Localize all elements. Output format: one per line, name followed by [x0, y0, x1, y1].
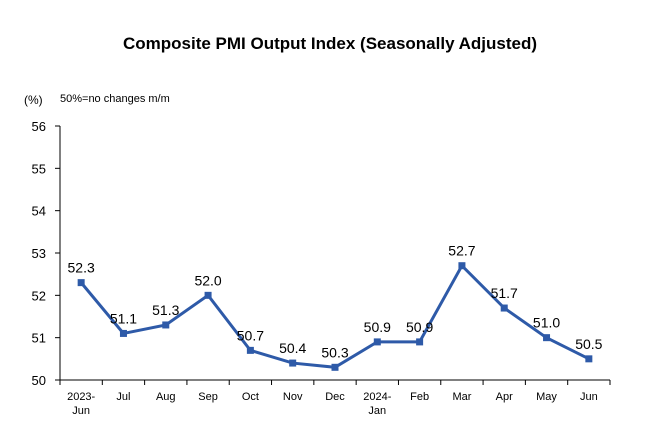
data-label: 50.3: [321, 344, 348, 360]
data-label: 51.7: [491, 285, 518, 301]
x-tick-label-line: Jun: [72, 405, 90, 417]
data-point-marker: [585, 355, 593, 363]
data-point-marker: [77, 279, 85, 287]
x-tick-label-line: Aug: [156, 391, 176, 403]
x-tick-label-line: May: [536, 391, 557, 403]
data-label: 52.0: [194, 272, 221, 288]
x-tick-label: Apr: [496, 391, 513, 403]
chart-title: Composite PMI Output Index (Seasonally A…: [122, 34, 538, 53]
data-point-marker: [289, 359, 297, 367]
x-tick-label-line: Jan: [368, 405, 386, 417]
x-tick-label: Mar: [452, 391, 471, 403]
x-tick-label: Jun: [580, 391, 598, 403]
y-tick-label: 53: [32, 246, 46, 261]
data-label: 50.9: [364, 319, 391, 335]
x-tick-label: Nov: [283, 391, 303, 403]
data-point-marker: [458, 262, 466, 270]
x-tick-label-line: Apr: [496, 391, 513, 403]
data-label: 50.9: [406, 319, 433, 335]
data-label: 52.7: [448, 243, 475, 259]
y-tick-label: 55: [32, 161, 46, 176]
x-tick-label: May: [536, 391, 557, 403]
data-point-marker: [204, 291, 212, 299]
x-tick-label: 2023- Jun: [67, 391, 95, 417]
x-tick-label-line: Jun: [580, 391, 598, 403]
y-tick-label: 56: [32, 119, 46, 134]
y-tick-label: 51: [32, 331, 46, 346]
data-point-marker: [119, 329, 127, 337]
x-tick-label-line: Sep: [198, 391, 218, 403]
data-point-marker: [246, 346, 254, 354]
x-tick-label-line: 2023-: [67, 391, 95, 403]
data-label: 51.0: [533, 315, 560, 331]
x-tick-label-line: Feb: [410, 391, 429, 403]
x-tick-label: Feb: [410, 391, 429, 403]
data-point-marker: [373, 338, 381, 346]
data-label: 50.7: [237, 327, 264, 343]
data-point-marker: [331, 363, 339, 371]
y-axis-unit-label: (%): [24, 93, 43, 107]
x-tick-label: 2024- Jan: [363, 391, 391, 417]
x-tick-label: Dec: [325, 391, 345, 403]
x-tick-label-line: 2024-: [363, 391, 391, 403]
x-tick-label: Sep: [198, 391, 218, 403]
chart-note: 50%=no changes m/m: [60, 93, 170, 105]
y-tick-label: 52: [32, 288, 46, 303]
x-tick-label: Aug: [156, 391, 176, 403]
x-tick-label-line: Nov: [283, 391, 303, 403]
data-point-marker: [500, 304, 508, 312]
data-label: 50.5: [575, 336, 602, 352]
data-label: 50.4: [279, 340, 306, 356]
x-tick-label-line: Mar: [452, 391, 471, 403]
data-point-marker: [543, 334, 551, 342]
y-tick-label: 54: [32, 204, 46, 219]
data-point-marker: [162, 321, 170, 329]
x-tick-label: Jul: [116, 391, 130, 403]
x-tick-label-line: Jul: [116, 391, 130, 403]
data-label: 51.3: [152, 302, 179, 318]
x-tick-label-line: Dec: [325, 391, 345, 403]
y-tick-label: 50: [32, 373, 46, 388]
data-label: 51.1: [110, 310, 137, 326]
x-tick-label-line: Oct: [242, 391, 259, 403]
x-tick-label: Oct: [242, 391, 259, 403]
data-point-marker: [416, 338, 424, 346]
data-label: 52.3: [68, 260, 95, 276]
